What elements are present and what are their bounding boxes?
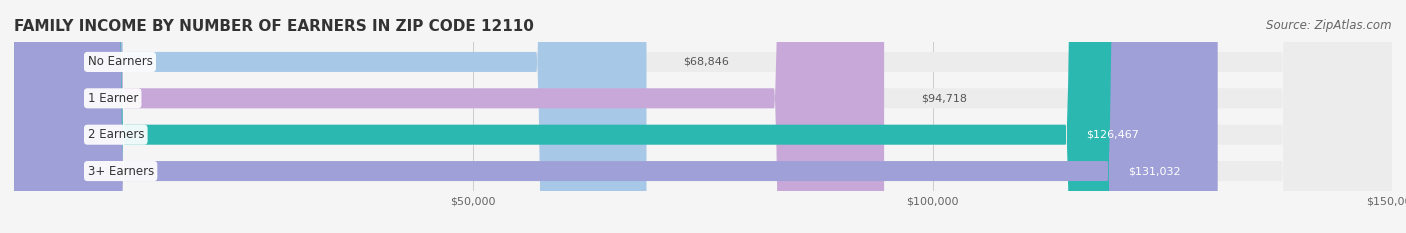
FancyBboxPatch shape xyxy=(14,0,1175,233)
FancyBboxPatch shape xyxy=(14,0,1392,233)
FancyBboxPatch shape xyxy=(14,0,1392,233)
Text: FAMILY INCOME BY NUMBER OF EARNERS IN ZIP CODE 12110: FAMILY INCOME BY NUMBER OF EARNERS IN ZI… xyxy=(14,19,534,34)
Text: 3+ Earners: 3+ Earners xyxy=(87,164,153,178)
Text: 1 Earner: 1 Earner xyxy=(87,92,138,105)
Text: 2 Earners: 2 Earners xyxy=(87,128,143,141)
FancyBboxPatch shape xyxy=(14,0,884,233)
Text: $94,718: $94,718 xyxy=(921,93,967,103)
Text: No Earners: No Earners xyxy=(87,55,152,69)
Text: Source: ZipAtlas.com: Source: ZipAtlas.com xyxy=(1267,19,1392,32)
Text: $68,846: $68,846 xyxy=(683,57,730,67)
FancyBboxPatch shape xyxy=(14,0,1392,233)
Text: $131,032: $131,032 xyxy=(1129,166,1181,176)
FancyBboxPatch shape xyxy=(14,0,1218,233)
Text: $126,467: $126,467 xyxy=(1087,130,1139,140)
FancyBboxPatch shape xyxy=(14,0,647,233)
FancyBboxPatch shape xyxy=(14,0,1392,233)
